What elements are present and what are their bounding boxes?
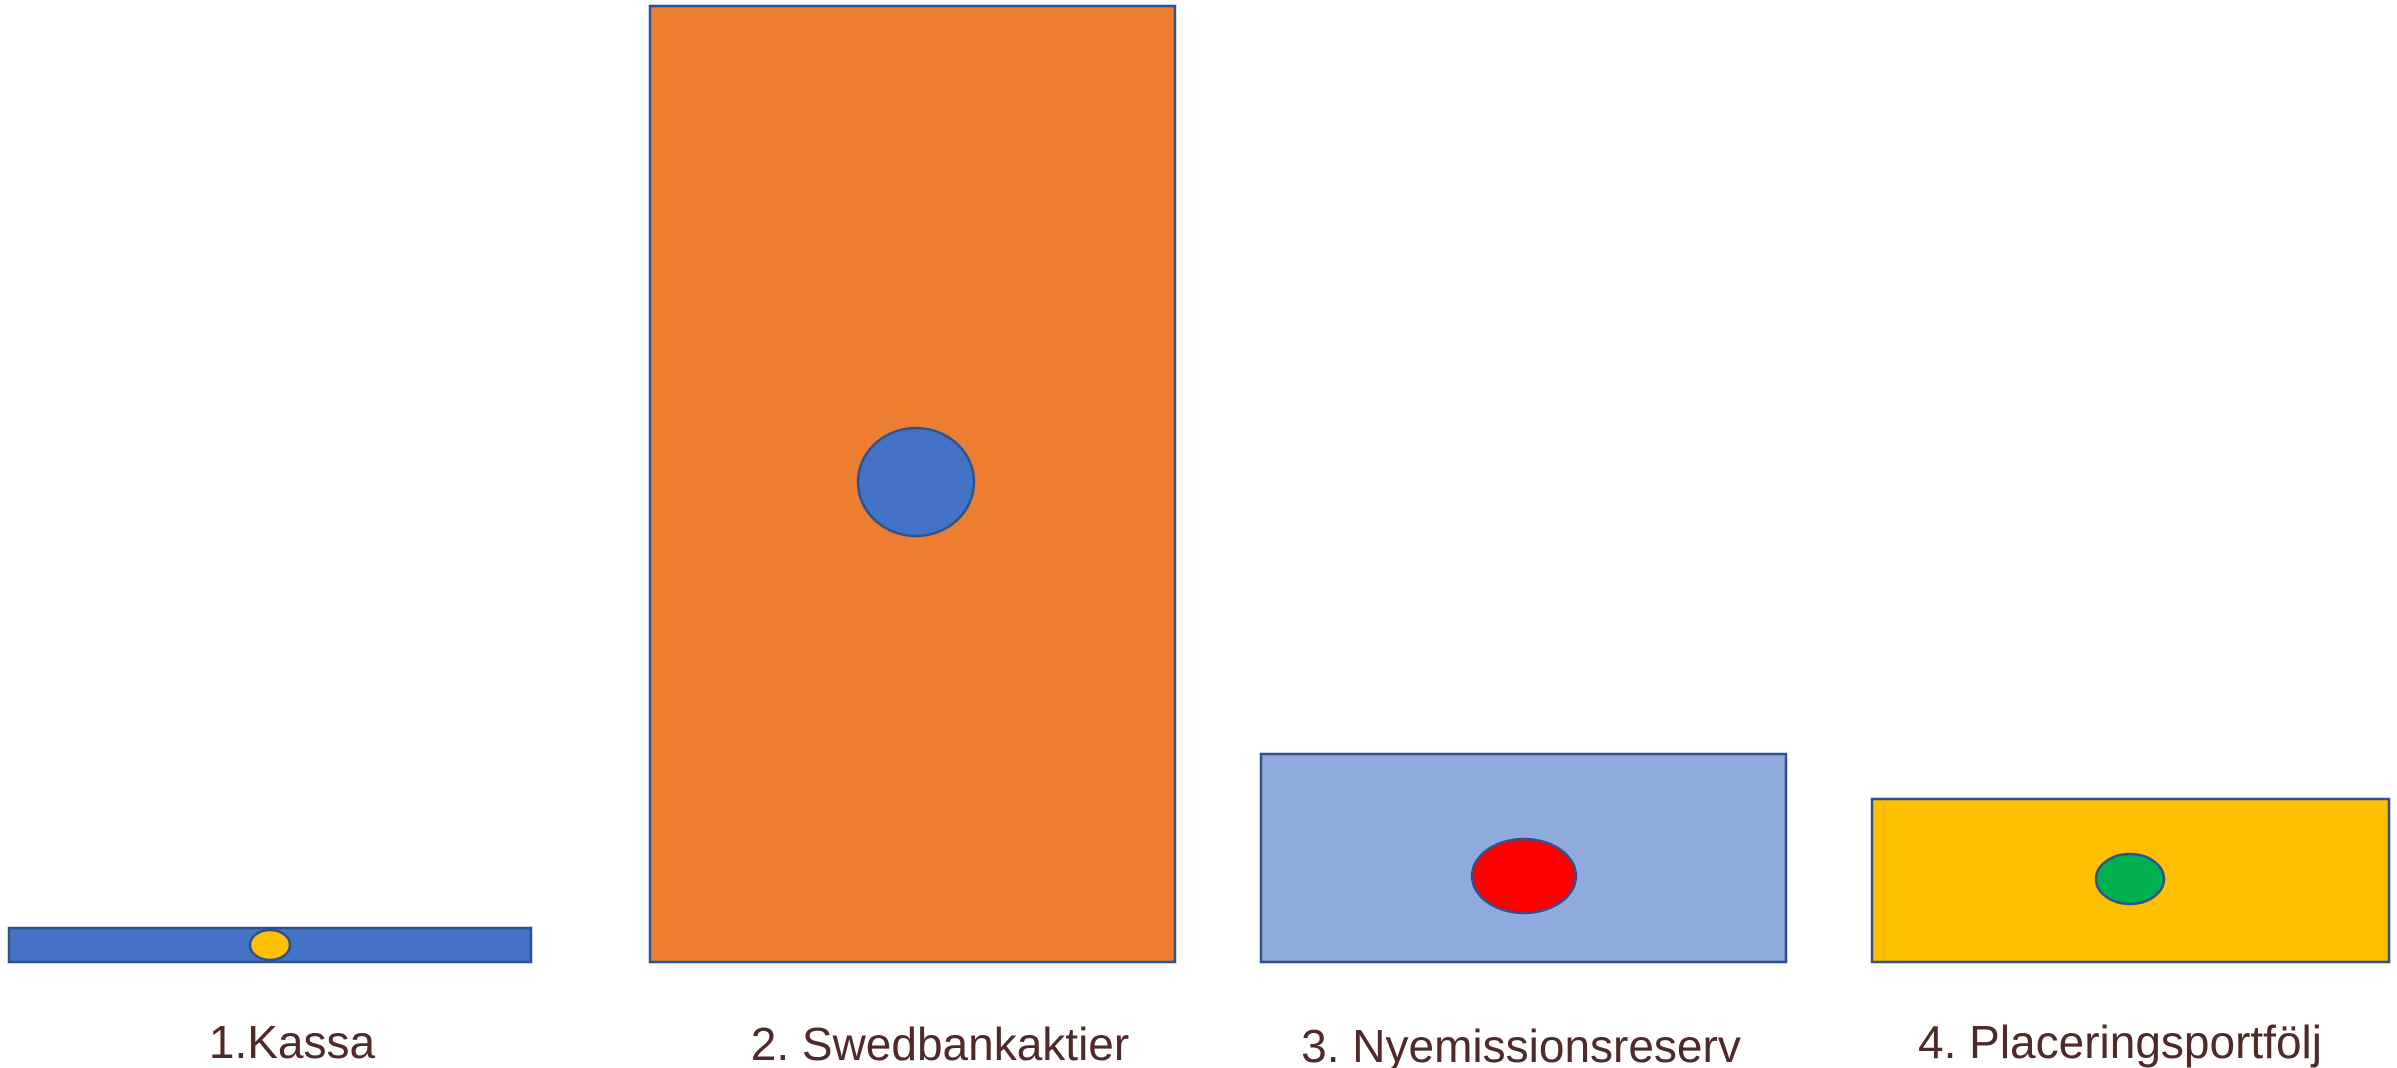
oval-placeringsportfolj [2094, 852, 2166, 906]
label: 3. Nyemissionsreserv [1301, 1020, 1741, 1068]
label: 4. Placeringsportfölj [1918, 1016, 2322, 1068]
label: 1.Kassa [209, 1016, 376, 1068]
oval-nyemissionsreserv [1470, 837, 1578, 915]
oval-kassa [248, 928, 292, 962]
oval-swedbankaktier [856, 426, 976, 538]
label: 2. Swedbankaktier [751, 1018, 1129, 1068]
